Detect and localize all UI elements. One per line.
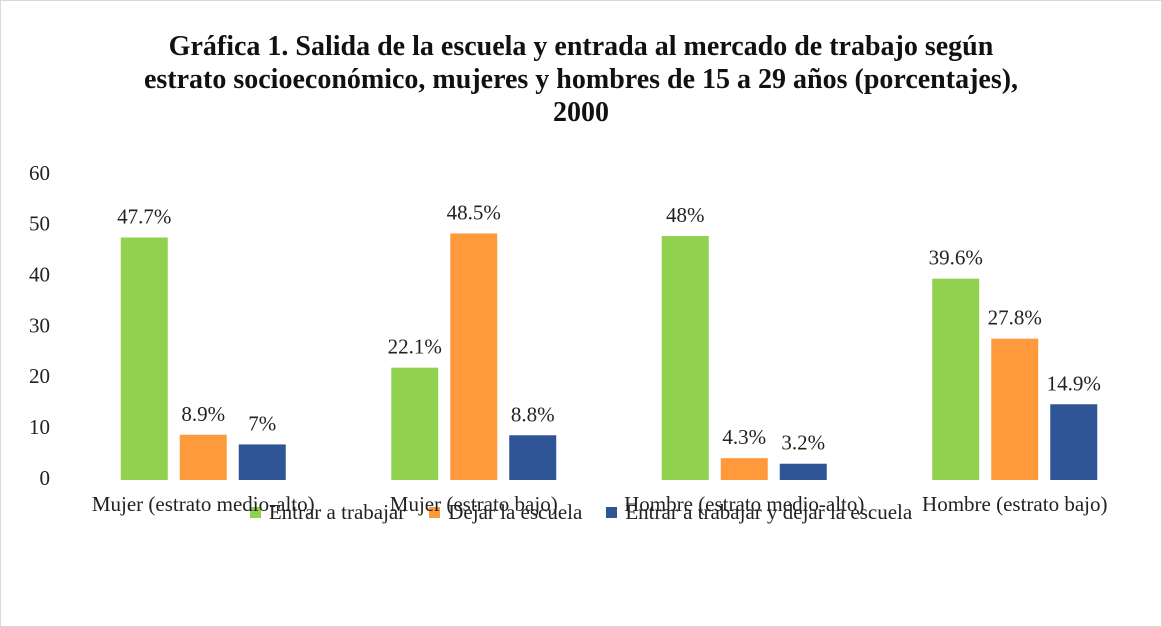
y-tick-label: 20 [29,364,50,388]
value-label: 48.5% [447,200,501,224]
legend-swatch [249,507,261,518]
value-label: 3.2% [781,431,825,455]
value-label: 48% [666,203,705,227]
legend-swatch [606,507,618,518]
x-tick-label: Hombre (estrato bajo) [922,492,1108,516]
legend-label: Entrar a trabajar y dejar la escuela [625,500,913,524]
bar [932,278,980,480]
y-tick-label: 40 [29,262,50,286]
bar [509,435,557,480]
chart-title: Gráfica 1. Salida de la escuela y entrad… [143,31,1019,128]
legend-swatch [429,507,441,518]
bar [120,237,168,480]
value-label: 4.3% [722,425,766,449]
x-tick-label: Hombre (estrato medio-alto) [624,492,865,516]
value-label: 27.8% [988,306,1042,330]
legend-item: Entrar a trabajar [249,500,406,525]
legend-label: Dejar la escuela [448,500,583,524]
bar [179,434,227,480]
x-tick-label: Mujer (estrato bajo) [389,492,558,516]
y-tick-label: 0 [40,466,51,490]
bar [991,338,1039,480]
legend: Entrar a trabajar Dejar la escuela Entrar … [0,500,1162,525]
y-tick-label: 60 [29,161,50,185]
y-tick-label: 50 [29,212,50,236]
bar [450,233,498,480]
value-label: 39.6% [929,246,983,270]
legend-item: Entrar a trabajar y dejar la escuela [606,500,912,525]
value-label: 8.9% [181,402,225,426]
value-label: 47.7% [117,205,171,229]
value-label: 22.1% [388,335,442,359]
legend-label: Entrar a trabajar [268,500,406,524]
bar [1050,404,1098,480]
y-tick-label: 10 [29,415,50,439]
value-label: 14.9% [1047,371,1101,395]
bar [391,367,439,480]
x-tick-label: Mujer (estrato medio-alto) [91,492,315,516]
value-label: 7% [248,411,276,435]
bar [661,236,709,480]
bar [238,444,286,480]
y-tick-label: 30 [29,313,50,337]
bar [720,458,768,480]
legend-item: Dejar la escuela [429,500,582,525]
value-label: 8.8% [511,402,555,426]
bar [779,463,827,480]
